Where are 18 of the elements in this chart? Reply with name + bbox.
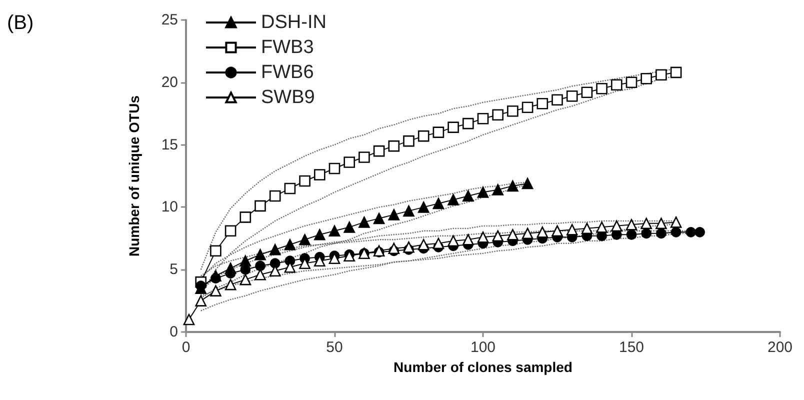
y-tick-label: 0 xyxy=(170,324,178,340)
x-tick-label: 50 xyxy=(326,339,343,356)
legend-label: FWB6 xyxy=(261,62,314,83)
x-axis-title: Number of clones sampled xyxy=(394,358,572,375)
x-tick-label: 0 xyxy=(182,339,190,356)
y-tick-label: 20 xyxy=(161,74,178,91)
y-tick-label: 5 xyxy=(170,261,178,278)
x-tick-label: 150 xyxy=(618,339,644,356)
y-axis-title: Number of unique OTUs xyxy=(126,95,142,256)
legend-label: SWB9 xyxy=(261,87,315,108)
x-tick-label: 100 xyxy=(470,339,496,356)
y-tick-label: 15 xyxy=(161,136,178,154)
y-tick-label: 10 xyxy=(161,198,178,216)
legend-label: FWB3 xyxy=(261,37,314,58)
y-tick-label: 25 xyxy=(161,12,178,28)
legend-label: DSH-IN xyxy=(261,12,326,33)
text: (B) xyxy=(7,12,34,34)
x-tick-label: 200 xyxy=(767,339,793,356)
